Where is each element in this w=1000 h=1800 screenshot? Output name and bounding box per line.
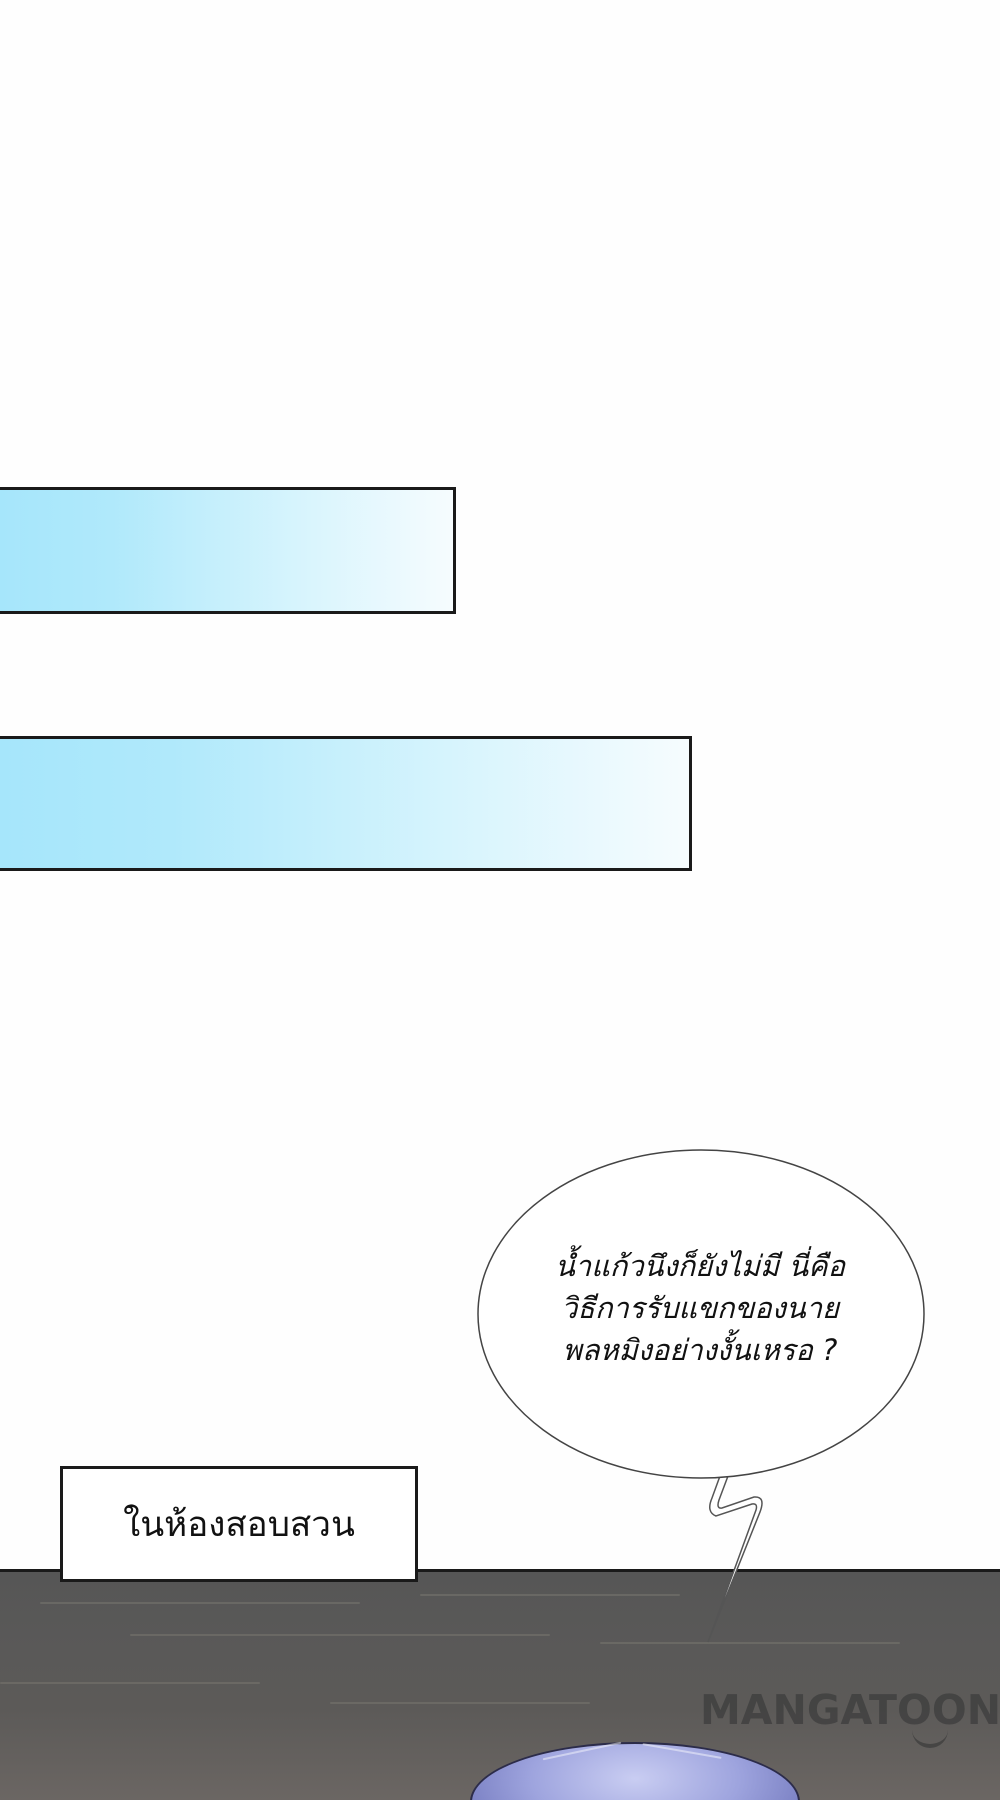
- speech-bubble-text: น้ำแก้วนึงก็ยังไม่มี นี่คือ วิธีการรับแข…: [500, 1245, 900, 1371]
- interrogation-room-panel: [0, 1569, 1000, 1800]
- blue-gradient-bar-bottom: [0, 736, 692, 871]
- wall-texture: [330, 1702, 590, 1704]
- blue-gradient-bar-top: [0, 487, 456, 614]
- speech-line: วิธีการรับแขกของนาย: [561, 1291, 839, 1325]
- wall-texture: [420, 1594, 680, 1596]
- location-caption: ในห้องสอบสวน: [123, 1504, 355, 1545]
- location-caption-box: ในห้องสอบสวน: [60, 1466, 418, 1582]
- wall-texture: [130, 1634, 550, 1636]
- speech-line: พลหมิงอย่างงั้นเหรอ ?: [562, 1333, 838, 1367]
- wall-texture: [40, 1602, 360, 1604]
- watermark-logo: MANGATOON: [700, 1686, 1000, 1734]
- watermark-smile-icon: [912, 1730, 948, 1748]
- wall-texture: [600, 1642, 900, 1644]
- wall-texture: [0, 1682, 260, 1684]
- speech-line: น้ำแก้วนึงก็ยังไม่มี นี่คือ: [554, 1249, 845, 1283]
